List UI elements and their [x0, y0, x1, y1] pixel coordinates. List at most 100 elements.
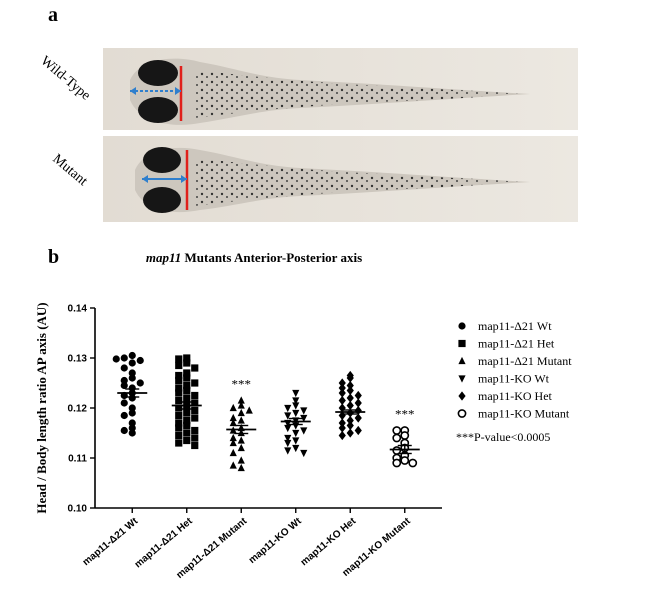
data-point [237, 408, 245, 417]
data-point [183, 409, 191, 417]
data-point [400, 431, 410, 440]
chart-title: map11 Mutants Anterior-Posterior axis [146, 250, 362, 265]
data-point [229, 418, 237, 427]
data-point [128, 359, 136, 367]
data-point [128, 419, 136, 427]
data-point [338, 423, 346, 433]
series-group [335, 370, 366, 441]
legend-entry: map11-Δ21 Mutant [478, 354, 572, 368]
data-point [354, 390, 362, 401]
panel-b-label: b [48, 246, 59, 268]
data-point [338, 388, 346, 398]
wild-type-photo [103, 48, 578, 130]
legend-marker [457, 409, 467, 418]
data-point [175, 389, 183, 397]
data-point [292, 397, 300, 405]
data-point [128, 369, 136, 377]
data-point [292, 444, 300, 453]
data-point [183, 354, 191, 362]
data-point [191, 441, 199, 450]
data-point [128, 409, 136, 417]
data-point [175, 384, 183, 392]
data-point [237, 443, 245, 452]
data-point [237, 456, 245, 464]
data-point [183, 381, 191, 390]
legend-entry: map11-KO Mutant [478, 407, 570, 421]
data-point [338, 378, 346, 388]
data-point [128, 394, 136, 402]
data-point [292, 409, 300, 418]
data-point [292, 402, 300, 410]
data-point [237, 401, 245, 409]
series-group: *** [389, 407, 420, 468]
data-point [175, 376, 183, 385]
data-point [300, 407, 308, 415]
data-point [120, 354, 128, 362]
y-tick-label: 0.13 [68, 354, 88, 365]
data-point [128, 384, 136, 392]
legend-entry: map11-KO Het [478, 389, 553, 403]
data-point [183, 394, 191, 402]
data-point [284, 404, 292, 413]
data-point [392, 433, 402, 443]
data-point [400, 456, 410, 465]
data-point [175, 355, 183, 363]
data-point [183, 386, 191, 395]
y-axis-label: Head / Body length ratio AP axis (AU) [34, 302, 49, 513]
data-point [300, 449, 308, 458]
data-point [229, 433, 237, 442]
data-point [128, 429, 136, 437]
data-point [338, 383, 346, 393]
data-point [284, 447, 292, 455]
data-point [183, 416, 191, 425]
data-point [191, 399, 199, 407]
significance-annotation: *** [232, 377, 252, 392]
data-point [120, 376, 128, 385]
data-point [338, 418, 346, 428]
data-point [112, 355, 120, 363]
data-point [284, 424, 292, 433]
legend-entry: map11-KO Wt [478, 372, 550, 386]
data-point [346, 415, 354, 426]
data-point [229, 403, 237, 412]
data-point [175, 424, 183, 432]
panel-a-label: a [48, 4, 58, 26]
data-point [136, 356, 144, 365]
data-point [346, 373, 354, 383]
y-tick-label: 0.14 [68, 304, 88, 315]
chart-title-italic: map11 [146, 250, 181, 265]
data-point [120, 426, 128, 435]
data-point [191, 391, 199, 400]
mutant-label: Mutant [49, 152, 90, 190]
data-point [175, 431, 183, 440]
data-point [175, 404, 183, 412]
data-point [284, 439, 292, 448]
legend: map11-Δ21 Wt map11-Δ21 Het map11-Δ21 Mutan… [456, 319, 572, 444]
data-point [183, 429, 191, 437]
legend-marker [458, 356, 466, 365]
data-point [237, 463, 245, 472]
data-point [284, 434, 292, 443]
data-point [300, 414, 308, 423]
right-eye [138, 97, 178, 123]
series-group [112, 351, 148, 437]
data-point [338, 410, 346, 421]
legend-marker [458, 322, 466, 330]
x-tick-label: map11-KO Wt [247, 515, 304, 566]
chart-b: b map11 Mutants Anterior-Posterior axis … [34, 246, 572, 581]
data-point [392, 426, 402, 435]
series-group: *** [226, 377, 257, 472]
data-point [175, 419, 183, 427]
y-tick-label: 0.10 [68, 504, 88, 515]
data-point [175, 439, 183, 447]
data-point [354, 413, 362, 423]
data-point [346, 380, 354, 391]
legend-note: ***P-value<0.0005 [456, 430, 550, 444]
data-point [229, 413, 237, 422]
x-tick-label: map11-KO Het [299, 515, 359, 568]
data-point [120, 364, 128, 372]
chart-title-rest: Mutants Anterior-Posterior axis [181, 250, 362, 265]
y-tick-label: 0.11 [68, 454, 87, 465]
data-point [346, 385, 354, 396]
